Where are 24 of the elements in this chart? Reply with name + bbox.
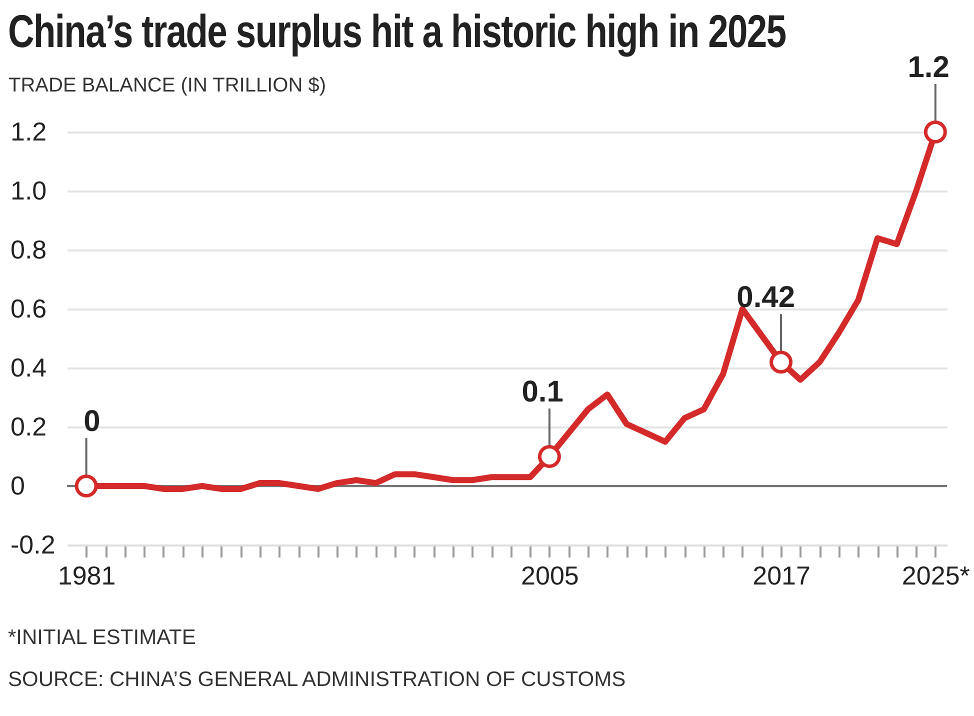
- annotation: 0.1: [522, 376, 564, 408]
- point: [924, 120, 947, 144]
- point: [538, 445, 561, 468]
- y-tick-label: 0.2: [10, 412, 47, 442]
- chart-title: China’s trade surplus hit a historic high in 2025: [8, 4, 786, 58]
- annotation: 1.2: [908, 51, 950, 84]
- y-tick-label: 0: [10, 470, 25, 500]
- point: [770, 350, 793, 374]
- x-tick-label: 1981: [58, 560, 116, 590]
- y-tick-label: 1.2: [10, 116, 47, 146]
- annotation: 0.42: [736, 281, 796, 314]
- y-tick-label: 0.4: [10, 352, 47, 382]
- y-tick-label: 0.6: [10, 294, 47, 324]
- text: *INITIAL ESTIMATE: [8, 626, 196, 650]
- x-tick-label: 2025*: [902, 560, 970, 590]
- y-tick-label: -0.2: [10, 530, 56, 560]
- x-tick-label: 2005: [521, 560, 579, 590]
- source-note: SOURCE: CHINA’S GENERAL ADMINISTRATION OF CUSTOMS: [8, 668, 626, 692]
- y-tick-label: 0.8: [10, 234, 47, 264]
- y-tick-label: 1.0: [10, 176, 47, 206]
- y-axis-title: TRADE BALANCE (IN TRILLION $): [8, 74, 326, 96]
- x-tick-label: 2017: [752, 560, 810, 590]
- annotation: 0: [84, 405, 100, 438]
- point: [74, 474, 98, 498]
